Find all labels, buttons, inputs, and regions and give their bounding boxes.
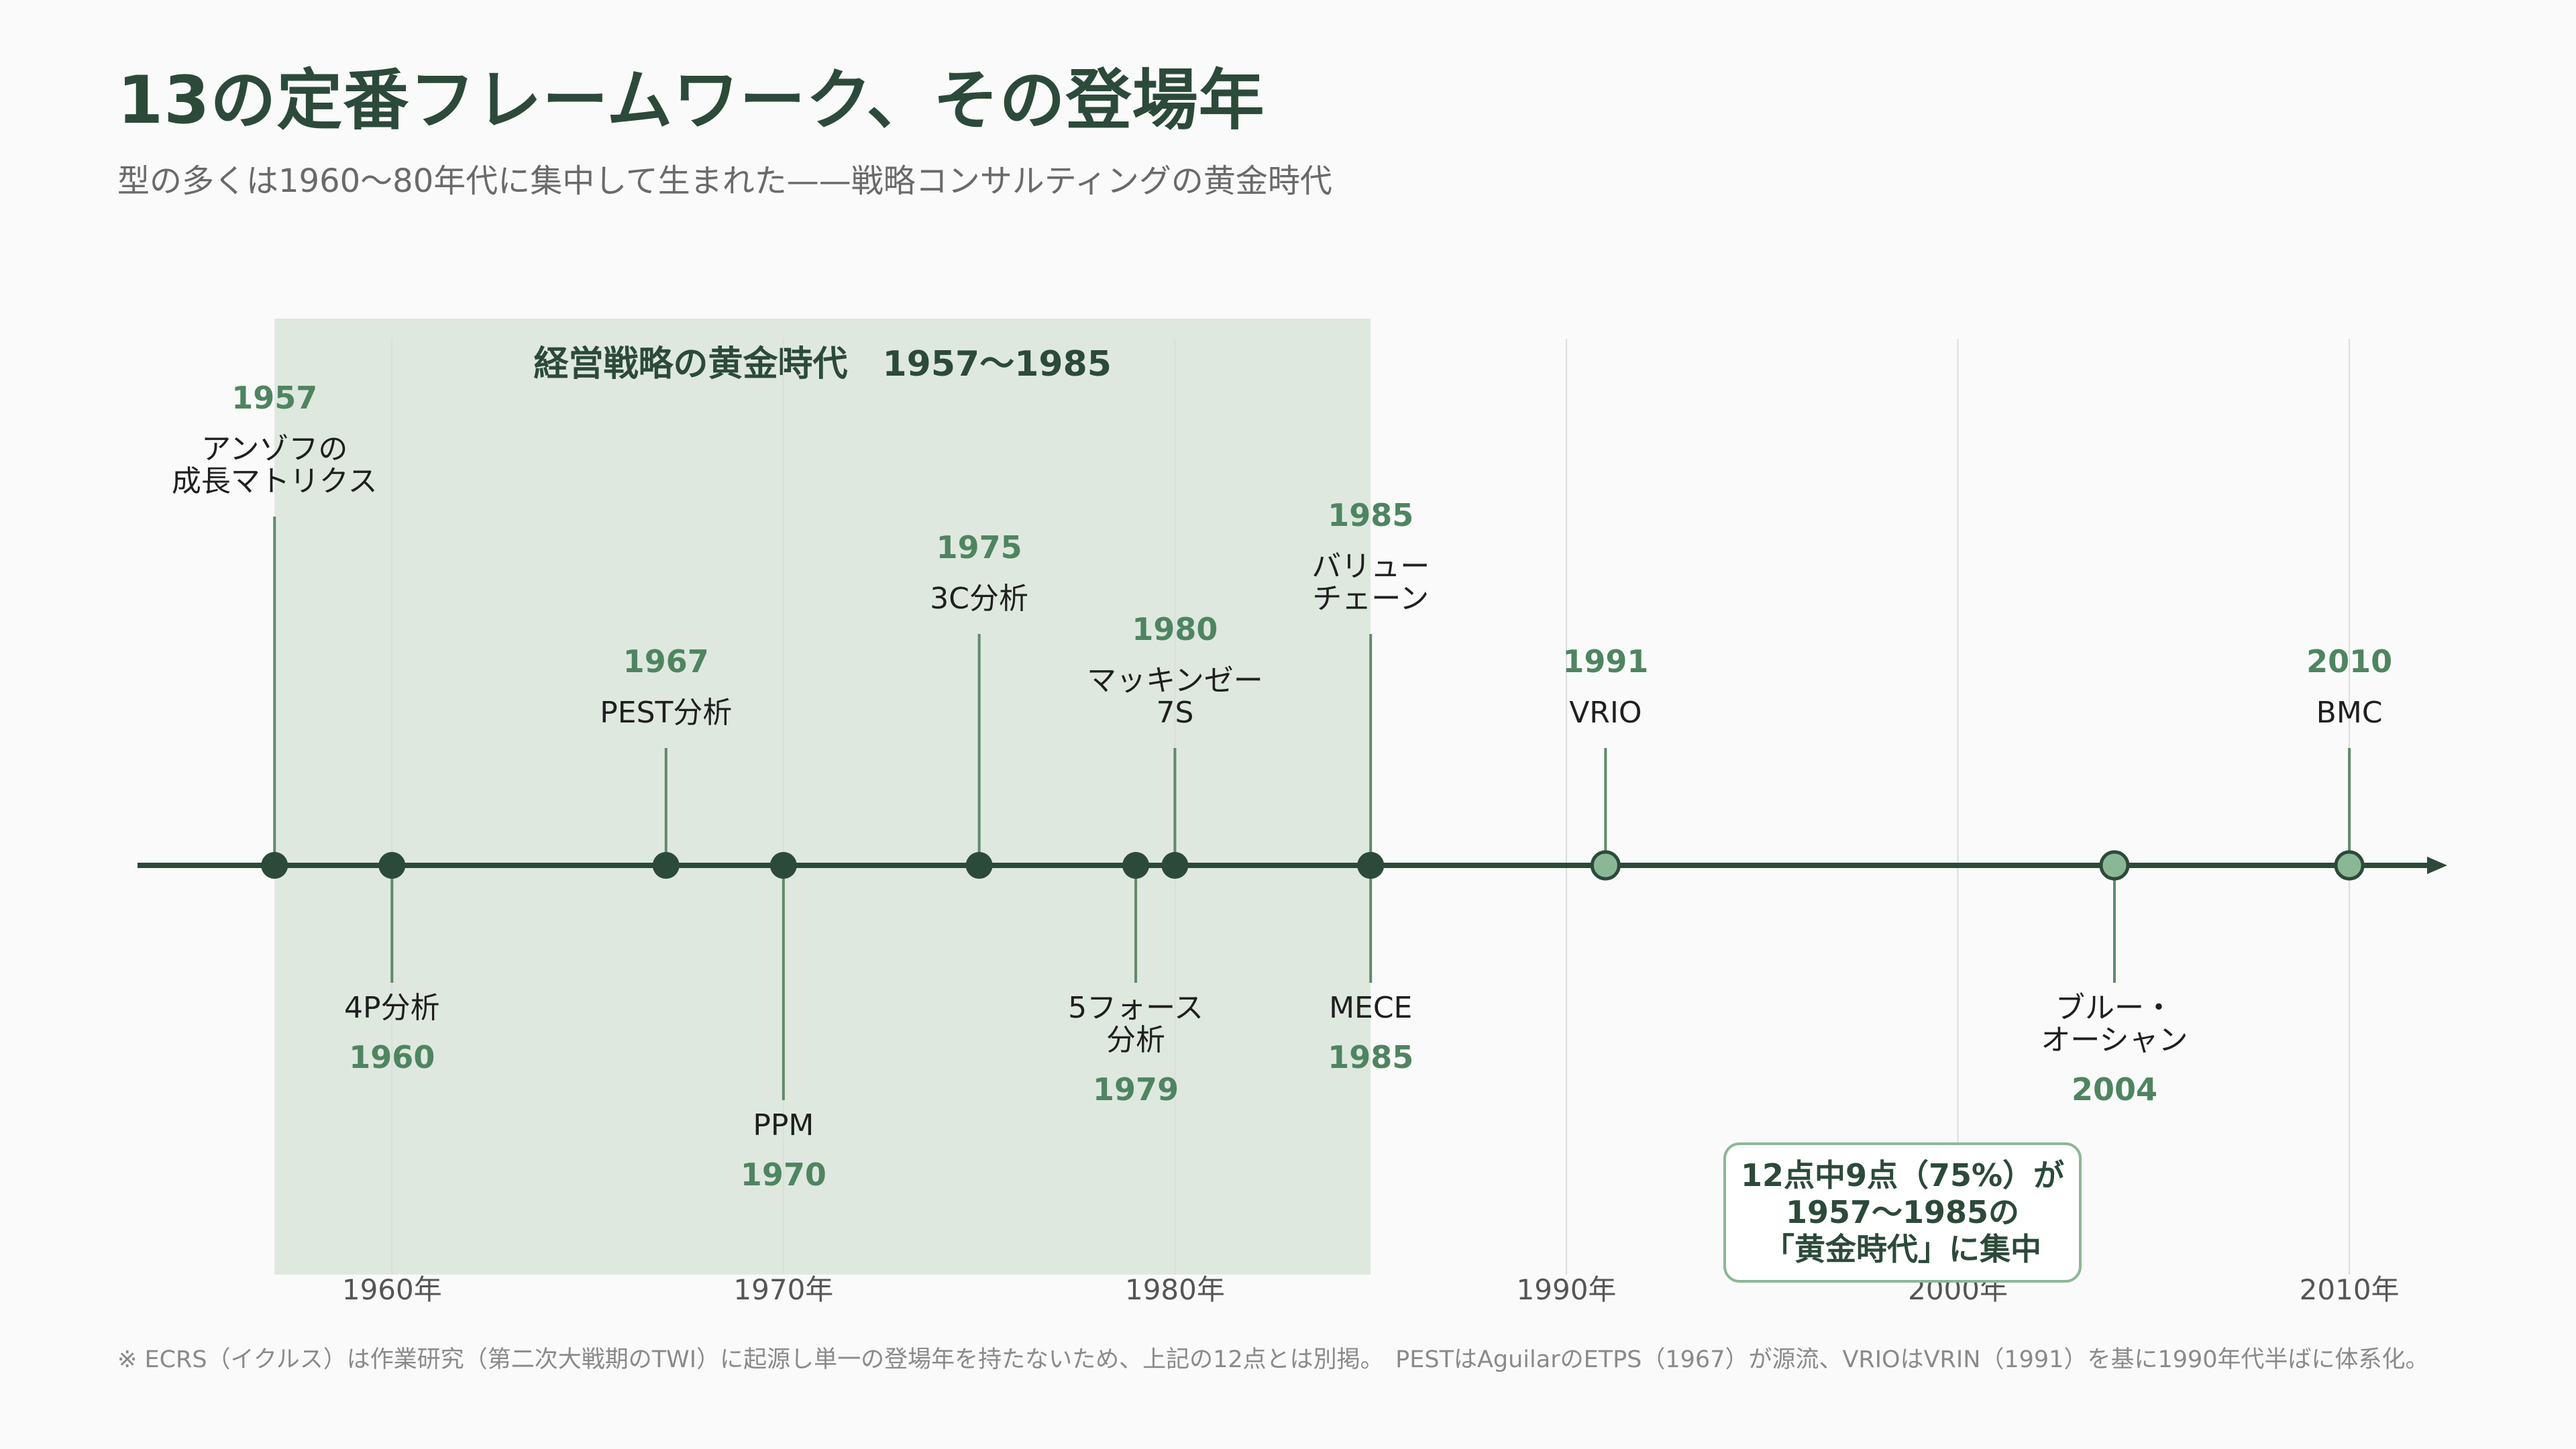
event-2010-above-label: BMC <box>2316 696 2383 730</box>
event-1960-below-year: 1960 <box>349 1039 435 1075</box>
page-title: 13の定番フレームワーク、その登場年 <box>117 62 1265 139</box>
event-1979-below-label: 5フォース <box>1068 991 1203 1025</box>
event-1970-below-label: PPM <box>753 1108 814 1142</box>
axis-tick-label-1980: 1980年 <box>1125 1273 1225 1306</box>
event-1960-below-label: 4P分析 <box>344 991 440 1025</box>
event-dot-1957 <box>261 852 288 879</box>
event-1991-above-label: VRIO <box>1569 696 1642 730</box>
event-dot-2010 <box>2334 850 2365 881</box>
event-1975-above-label: 3C分析 <box>930 582 1028 616</box>
event-1957-above-label: アンゾフの <box>201 432 347 466</box>
timeline-arrow-icon <box>2427 857 2447 874</box>
event-dot-1979 <box>1122 852 1150 879</box>
axis-tick-label-1960: 1960年 <box>342 1273 442 1306</box>
event-1985-above-label: バリュー <box>1311 549 1430 584</box>
event-1985-below-label: MECE <box>1329 991 1412 1025</box>
event-1979-below-year: 1979 <box>1093 1071 1179 1108</box>
event-1967-above-label: PEST分析 <box>600 696 732 730</box>
event-1979-below-label: 分析 <box>1106 1023 1165 1057</box>
golden-age-band <box>274 319 1371 1275</box>
footnote: ※ ECRS（イクルス）は作業研究（第二次大戦期のTWI）に起源し単一の登場年を… <box>117 1346 2429 1373</box>
event-dot-1960 <box>378 852 406 879</box>
event-dot-1970 <box>769 852 797 879</box>
event-1985-above-label: チェーン <box>1312 582 1429 616</box>
callout-text: 1957〜1985の <box>1786 1194 2019 1230</box>
event-2004-below-label: オーシャン <box>2041 1023 2188 1057</box>
event-1957-above-label: 成長マトリクス <box>172 464 378 498</box>
event-dot-2004 <box>2099 850 2130 881</box>
golden-age-label: 経営戦略の黄金時代 1957〜1985 <box>533 344 1111 384</box>
event-1980-above-label: 7S <box>1156 696 1193 730</box>
event-1957-above-year: 1957 <box>231 380 317 416</box>
event-dot-1975 <box>965 852 993 879</box>
event-dot-1980 <box>1161 852 1189 879</box>
event-2010-above-year: 2010 <box>2306 643 2392 680</box>
event-2004-below-label: ブルー・ <box>2055 991 2174 1025</box>
event-1985-below-year: 1985 <box>1328 1039 1413 1075</box>
page-subtitle: 型の多くは1960〜80年代に集中して生まれた——戦略コンサルティングの黄金時代 <box>117 162 1332 200</box>
event-1970-below-year: 1970 <box>741 1157 826 1193</box>
callout-text: 「黄金時代」に集中 <box>1764 1231 2041 1267</box>
event-1967-above-year: 1967 <box>623 643 709 680</box>
event-dot-1985 <box>1357 852 1385 879</box>
event-1980-above-year: 1980 <box>1132 611 1218 647</box>
callout-text: 12点中9点（75%）が <box>1741 1157 2064 1193</box>
event-1975-above-year: 1975 <box>936 529 1022 566</box>
event-1991-above-year: 1991 <box>1562 643 1648 680</box>
event-dot-1991 <box>1590 850 1621 881</box>
event-2004-below-year: 2004 <box>2072 1071 2157 1108</box>
axis-tick-label-1970: 1970年 <box>733 1273 833 1306</box>
event-1980-above-label: マッキンゼー <box>1087 663 1263 698</box>
event-1985-above-year: 1985 <box>1328 497 1413 533</box>
axis-tick-label-1990: 1990年 <box>1517 1273 1617 1306</box>
axis-tick-label-2010: 2010年 <box>2300 1273 2400 1306</box>
event-dot-1967 <box>652 852 680 879</box>
callout-box <box>1723 1142 2082 1283</box>
